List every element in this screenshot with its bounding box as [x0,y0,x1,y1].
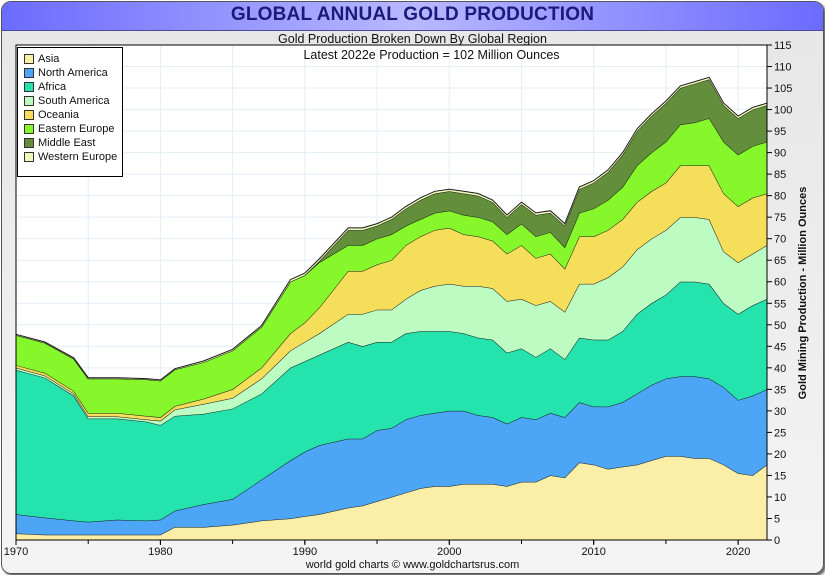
y-tick-label: 95 [774,126,786,138]
legend-label: North America [38,67,108,79]
y-tick-label: 40 [774,363,786,375]
y-tick-label: 25 [774,427,786,439]
y-tick-label: 85 [774,169,786,181]
y-tick-label: 100 [774,105,792,117]
y-tick-label: 110 [774,62,792,74]
y-tick-label: 15 [774,470,786,482]
y-tick-label: 90 [774,148,786,160]
x-tick-label: 2000 [437,546,461,558]
legend-item-eastern-europe: Eastern Europe [18,122,122,136]
area-eastern-europe [16,118,767,418]
legend-swatch [24,82,34,92]
legend-label: Eastern Europe [38,123,115,135]
legend-item-middle-east: Middle East [18,136,122,150]
y-tick-label: 35 [774,384,786,396]
legend-swatch [24,96,34,106]
legend-label: Asia [38,53,60,65]
y-tick-label: 60 [774,277,786,289]
legend-item-north-america: North America [18,66,122,80]
legend-item-south-america: South America [18,94,122,108]
legend-swatch [24,54,34,64]
y-tick-label: 50 [774,320,786,332]
y-tick-label: 5 [774,513,780,525]
legend: Asia North America Africa South America Ocea… [17,47,123,177]
area-layers [15,76,768,540]
y-tick-label: 30 [774,406,786,418]
area-asia [16,456,767,540]
legend-label: Oceania [38,109,79,121]
area-oceania [16,165,767,421]
y-tick-label: 75 [774,212,786,224]
y-tick-label: 105 [774,83,792,95]
y-tick-label: 115 [774,40,792,52]
chart-title: GLOBAL ANNUAL GOLD PRODUCTION [230,4,595,25]
legend-label: South America [38,95,110,107]
x-tick-label: 2010 [581,546,605,558]
legend-item-oceania: Oceania [18,108,122,122]
y-tick-label: 70 [774,234,786,246]
x-tick-label: 1990 [293,546,317,558]
area-south-america [16,217,767,426]
y-tick-label: 45 [774,341,786,353]
y-tick-label: 65 [774,255,786,267]
legend-label: Africa [38,81,67,93]
y-tick-label: 80 [774,191,786,203]
area-middle-east [16,79,767,381]
area-africa [16,281,767,522]
area-north-america [16,376,767,535]
axes: 0 5 10 15 20 25 30 35 40 45 50 55 60 65 70 75 80 85 90 95 10… [4,40,793,558]
x-tick-label: 2020 [726,546,750,558]
y-tick-label: 55 [774,298,786,310]
x-tick-label: 1970 [4,546,28,558]
legend-label: Middle East [38,137,96,149]
chart-subtitle: Gold Production Broken Down By Global Re… [278,32,547,46]
legend-swatch [24,152,34,162]
area-edge-western-europe [15,76,768,381]
chart-annotation: Latest 2022e Production = 102 Million Ou… [303,48,559,62]
legend-swatch [24,124,34,134]
title-bar [2,2,823,31]
chart-credit: world gold charts © www.goldchartsrus.co… [305,559,520,571]
legend-swatch [24,68,34,78]
y-tick-label: 0 [774,535,780,547]
legend-item-asia: Asia [18,52,122,66]
legend-label: Western Europe [38,151,118,163]
y-tick-label: 20 [774,449,786,461]
legend-swatch [24,110,34,120]
y-axis-label: Gold Mining Production - Million Ounces [797,187,809,400]
legend-item-western-europe: Western Europe [18,150,122,164]
y-tick-label: 10 [774,492,786,504]
legend-swatch [24,138,34,148]
legend-item-africa: Africa [18,80,122,94]
x-tick-label: 1980 [148,546,172,558]
